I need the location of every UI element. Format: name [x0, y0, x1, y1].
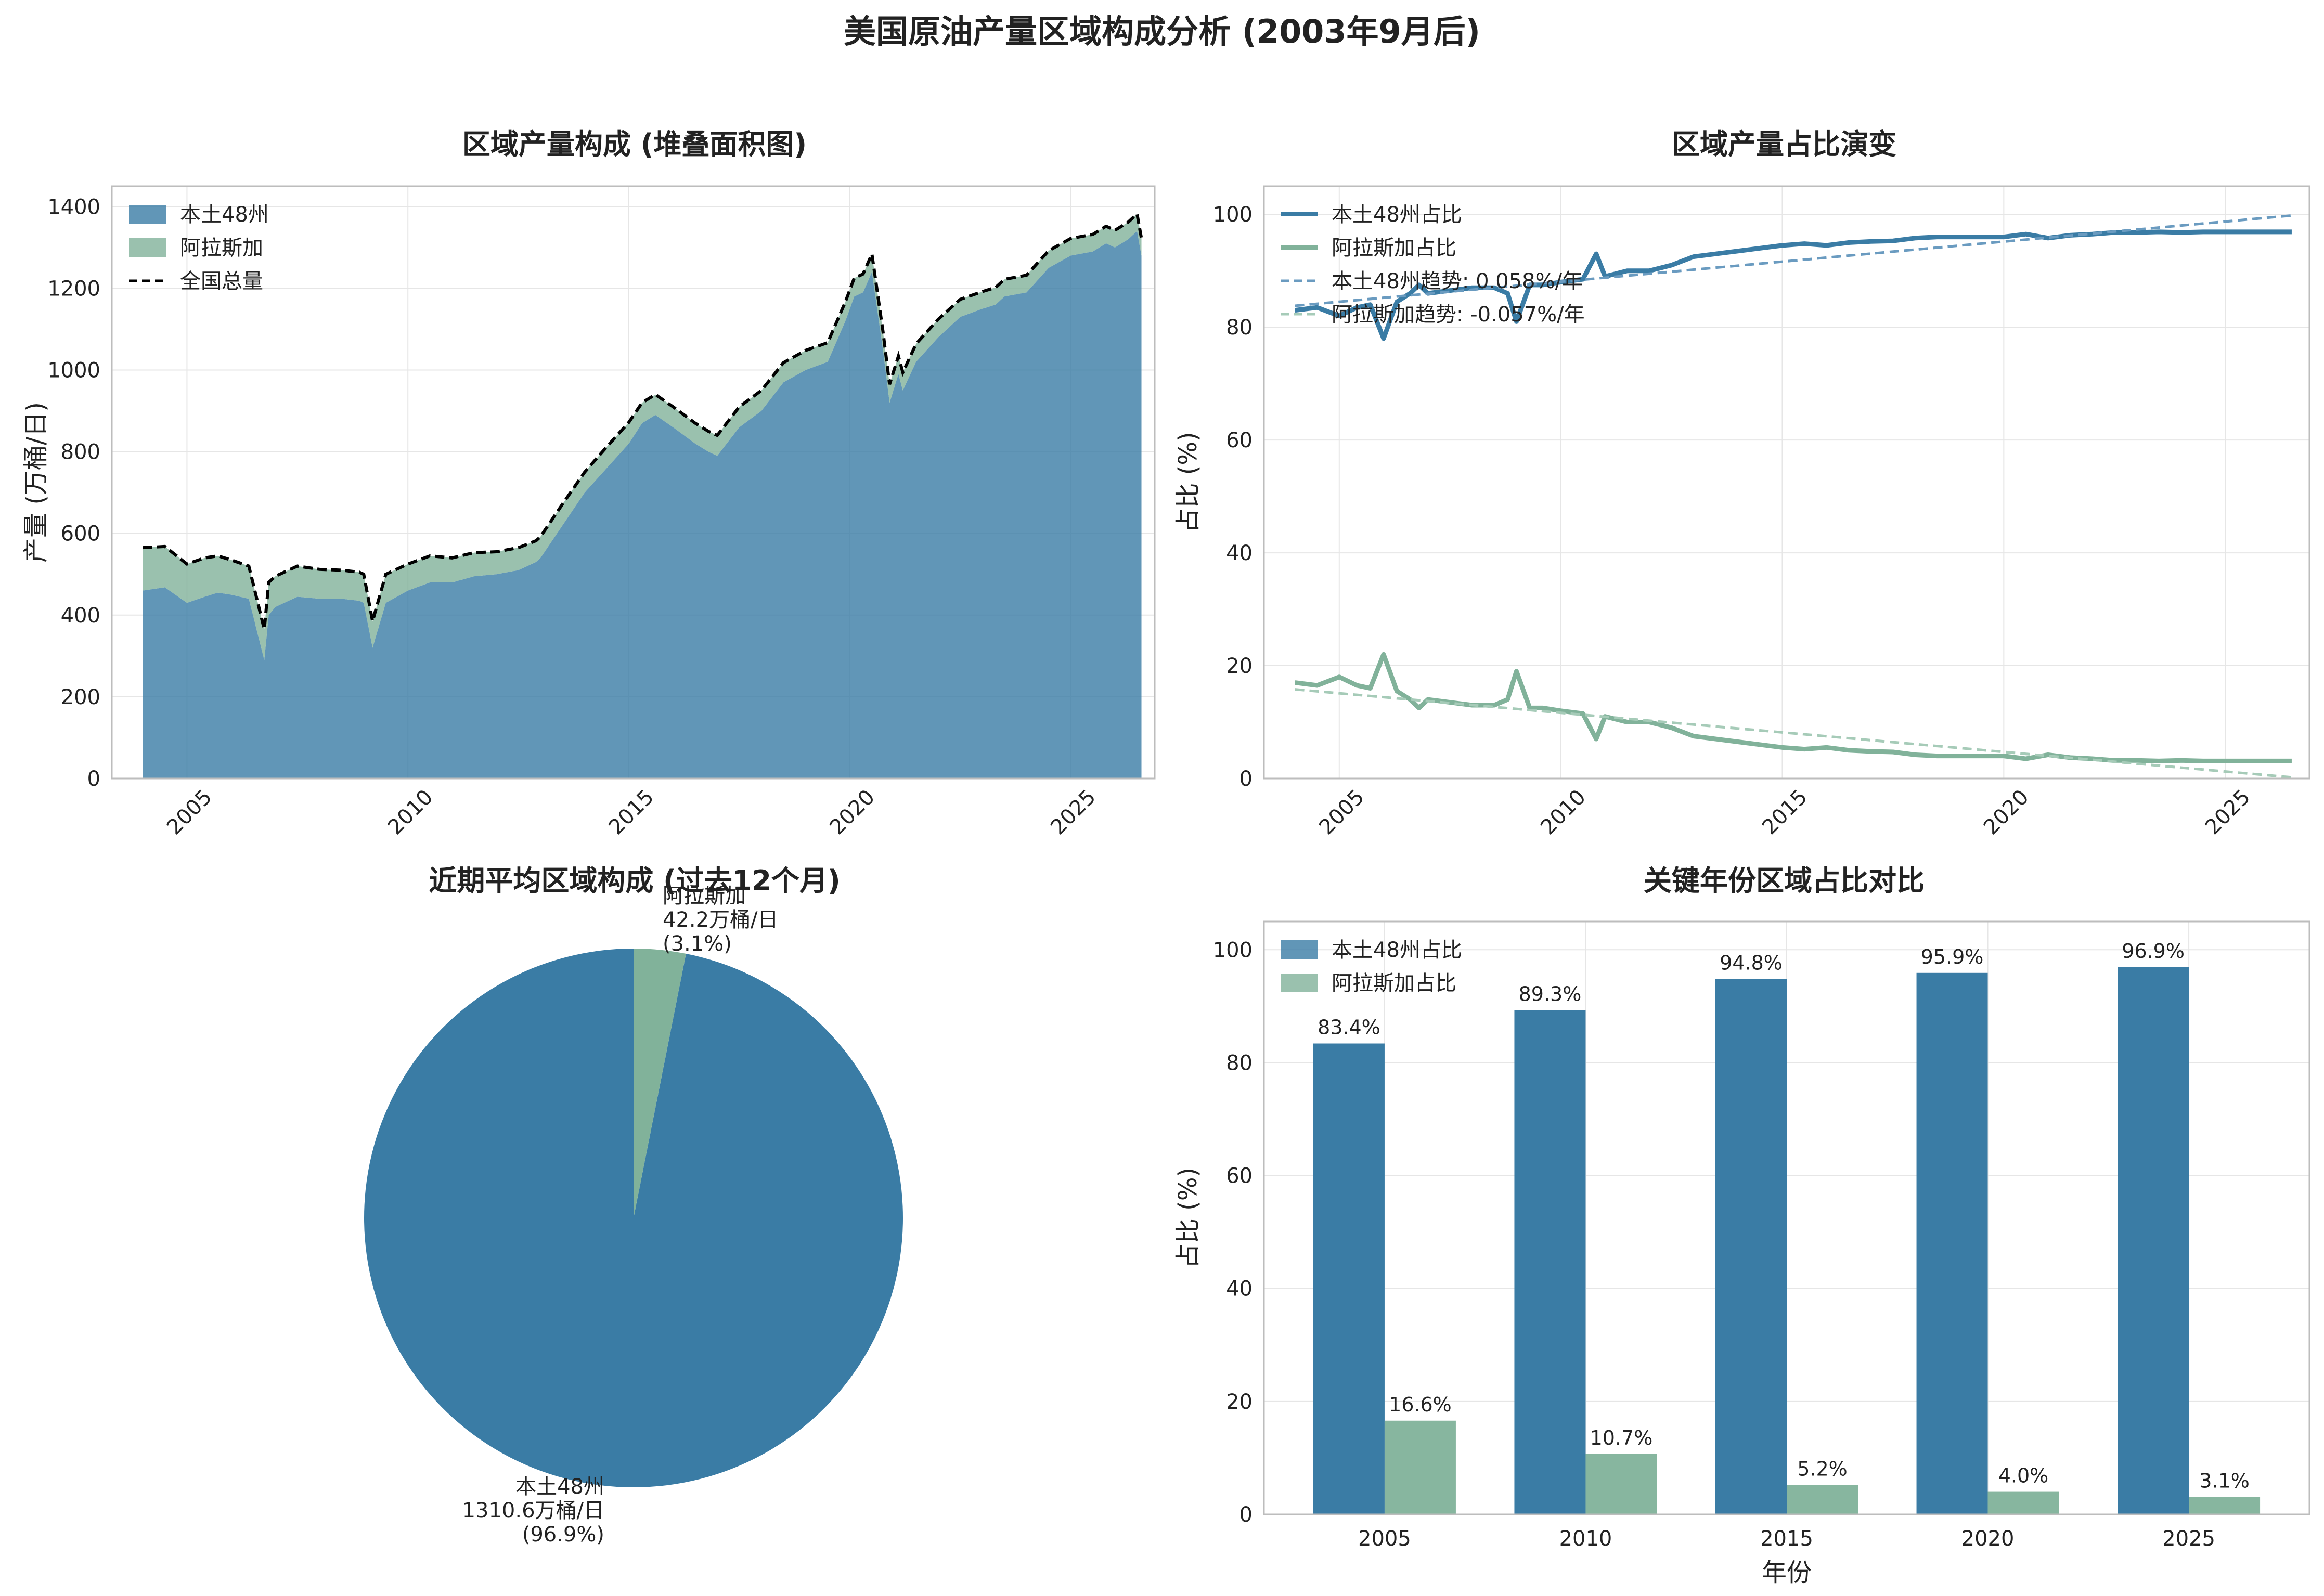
bars-ytick-label: 0 [1240, 1503, 1253, 1527]
alaska-share-line [1295, 652, 2292, 763]
share-xtick-label: 2010 [1536, 785, 1591, 840]
legend-alaska-bar-label: 阿拉斯加占比 [1332, 971, 1456, 995]
share-line-title: 区域产量占比演变 [1672, 128, 1896, 161]
share-frame [1263, 185, 2310, 780]
alaska-bar-label: 16.6% [1389, 1393, 1452, 1416]
alaska-bar-label: 3.1% [2199, 1469, 2250, 1492]
bar-panel: 关键年份区域占比对比 0 20 40 60 80 100 占比 (%) 83.4% 16.6% 2… [1173, 864, 2310, 1587]
stacked-ytick-label: 800 [61, 440, 100, 464]
stacked-frame [111, 185, 1156, 780]
stacked-ytick-label: 400 [61, 604, 100, 628]
figure-title: 美国原油产量区域构成分析 (2003年9月后) [844, 12, 1480, 50]
share-ytick-label: 0 [1240, 767, 1253, 791]
pie-label-alaska-pct: (3.1%) [663, 932, 732, 956]
lower48-bar-label: 94.8% [1720, 952, 1783, 975]
legend-alaska-label: 阿拉斯加 [180, 236, 263, 260]
stacked-ytick-label: 1200 [47, 277, 100, 301]
bars-xtick-label: 2020 [1961, 1527, 2015, 1551]
lower48-bar [1916, 972, 1988, 1514]
legend-alaska-swatch [129, 238, 166, 257]
alaska-trend-line [1295, 688, 2292, 779]
legend-lower48-label: 本土48州 [180, 203, 269, 227]
stacked-ytick-label: 200 [61, 685, 100, 709]
alaska-bar-label: 5.2% [1797, 1458, 1848, 1481]
pie-label-alaska-name: 阿拉斯加 [663, 884, 746, 908]
legend-lower48-share-label: 本土48州占比 [1332, 203, 1462, 227]
stacked-xtick-label: 2005 [162, 785, 217, 840]
share-xtick-label: 2005 [1314, 785, 1369, 840]
stacked-ytick-label: 1000 [47, 358, 100, 382]
lower48-bar [1514, 1010, 1586, 1514]
legend-total-label: 全国总量 [180, 269, 263, 293]
share-xtick-label: 2015 [1758, 785, 1812, 840]
lower48-trend-line [1295, 214, 2292, 307]
lower48-bar [1715, 979, 1787, 1514]
lower48-bar [2118, 967, 2189, 1514]
share-line-panel: 区域产量占比演变 0 20 40 60 80 100 2005 2010 2015 2020 202… [1173, 128, 2310, 840]
pie-slice-alaska [634, 949, 686, 1218]
share-ytick-label: 100 [1213, 203, 1253, 227]
share-ytick-label: 40 [1226, 541, 1253, 565]
alaska-bar [1787, 1485, 1858, 1514]
lower48-bar-label: 96.9% [2122, 940, 2185, 963]
share-ytick-label: 20 [1226, 654, 1253, 678]
total-line [143, 211, 1143, 630]
share-ytick-label: 80 [1226, 316, 1253, 340]
alaska-bar-label: 10.7% [1590, 1426, 1653, 1449]
share-xtick-label: 2020 [1979, 785, 2034, 840]
alaska-bar [1384, 1420, 1456, 1514]
bars-xtick-label: 2025 [2162, 1527, 2215, 1551]
bars-ylabel: 占比 (%) [1173, 1167, 1203, 1268]
lower48-bar-label: 89.3% [1519, 982, 1582, 1005]
stacked-ylabel: 产量 (万桶/日) [21, 402, 50, 563]
pie-label-alaska-value: 42.2万桶/日 [663, 908, 779, 932]
lower48-area [143, 231, 1142, 779]
pie-title: 近期平均区域构成 (过去12个月) [429, 864, 840, 897]
stacked-ytick-label: 1400 [47, 195, 100, 219]
stacked-xtick-label: 2015 [604, 785, 659, 840]
stacked-xtick-label: 2020 [825, 785, 880, 840]
bars-xtick-label: 2015 [1760, 1527, 1813, 1551]
lower48-bar-label: 95.9% [1921, 945, 1984, 968]
lower48-bar [1313, 1043, 1385, 1514]
stacked-ytick-label: 0 [87, 767, 100, 791]
pie-label-lower48-value: 1310.6万桶/日 [462, 1499, 604, 1523]
legend-alaska-trend-label: 阿拉斯加趋势: -0.057%/年 [1332, 303, 1585, 327]
pie-label-lower48-name: 本土48州 [515, 1475, 604, 1499]
legend-lower48-bar-swatch [1281, 940, 1318, 959]
legend-lower48-trend-label: 本土48州趋势: 0.058%/年 [1332, 269, 1583, 293]
bars-frame [1263, 920, 2310, 1515]
share-ytick-label: 60 [1226, 429, 1253, 452]
alaska-bar-label: 4.0% [1998, 1464, 2049, 1487]
stacked-xtick-label: 2010 [383, 785, 438, 840]
legend-lower48-bar-label: 本土48州占比 [1332, 938, 1462, 962]
share-ylabel: 占比 (%) [1173, 432, 1203, 533]
alaska-bar [1987, 1491, 2059, 1514]
bars-ytick-label: 40 [1226, 1277, 1253, 1301]
stacked-ytick-label: 600 [61, 522, 100, 546]
bars-ytick-label: 60 [1226, 1164, 1253, 1188]
bars-ytick-label: 80 [1226, 1051, 1253, 1075]
bars-ytick-label: 100 [1213, 938, 1253, 962]
legend-lower48-swatch [129, 205, 166, 224]
lower48-bar-label: 83.4% [1318, 1016, 1380, 1039]
stacked-area-title: 区域产量构成 (堆叠面积图) [462, 128, 807, 161]
alaska-bar [1585, 1454, 1657, 1514]
stacked-xtick-label: 2025 [1046, 785, 1101, 840]
pie-slice-lower48 [364, 948, 903, 1487]
bars-xlabel: 年份 [1762, 1558, 1812, 1587]
bars-ytick-label: 20 [1226, 1390, 1253, 1414]
share-xtick-label: 2025 [2201, 785, 2255, 840]
legend-alaska-bar-swatch [1281, 974, 1318, 992]
pie-label-lower48-pct: (96.9%) [522, 1523, 604, 1547]
bars-xtick-label: 2005 [1358, 1527, 1411, 1551]
stacked-area-panel: 区域产量构成 (堆叠面积图) 0 200 400 600 800 1000 1200 1400… [21, 128, 1156, 840]
pie-panel: 近期平均区域构成 (过去12个月) 本土48州1310.6万桶/日(96.9%)… [364, 864, 903, 1547]
legend-alaska-share-label: 阿拉斯加占比 [1332, 236, 1456, 260]
bar-title: 关键年份区域占比对比 [1644, 864, 1925, 897]
alaska-bar [2189, 1497, 2261, 1514]
bars-xtick-label: 2010 [1559, 1527, 1612, 1551]
lower48-share-line [1295, 229, 2292, 341]
